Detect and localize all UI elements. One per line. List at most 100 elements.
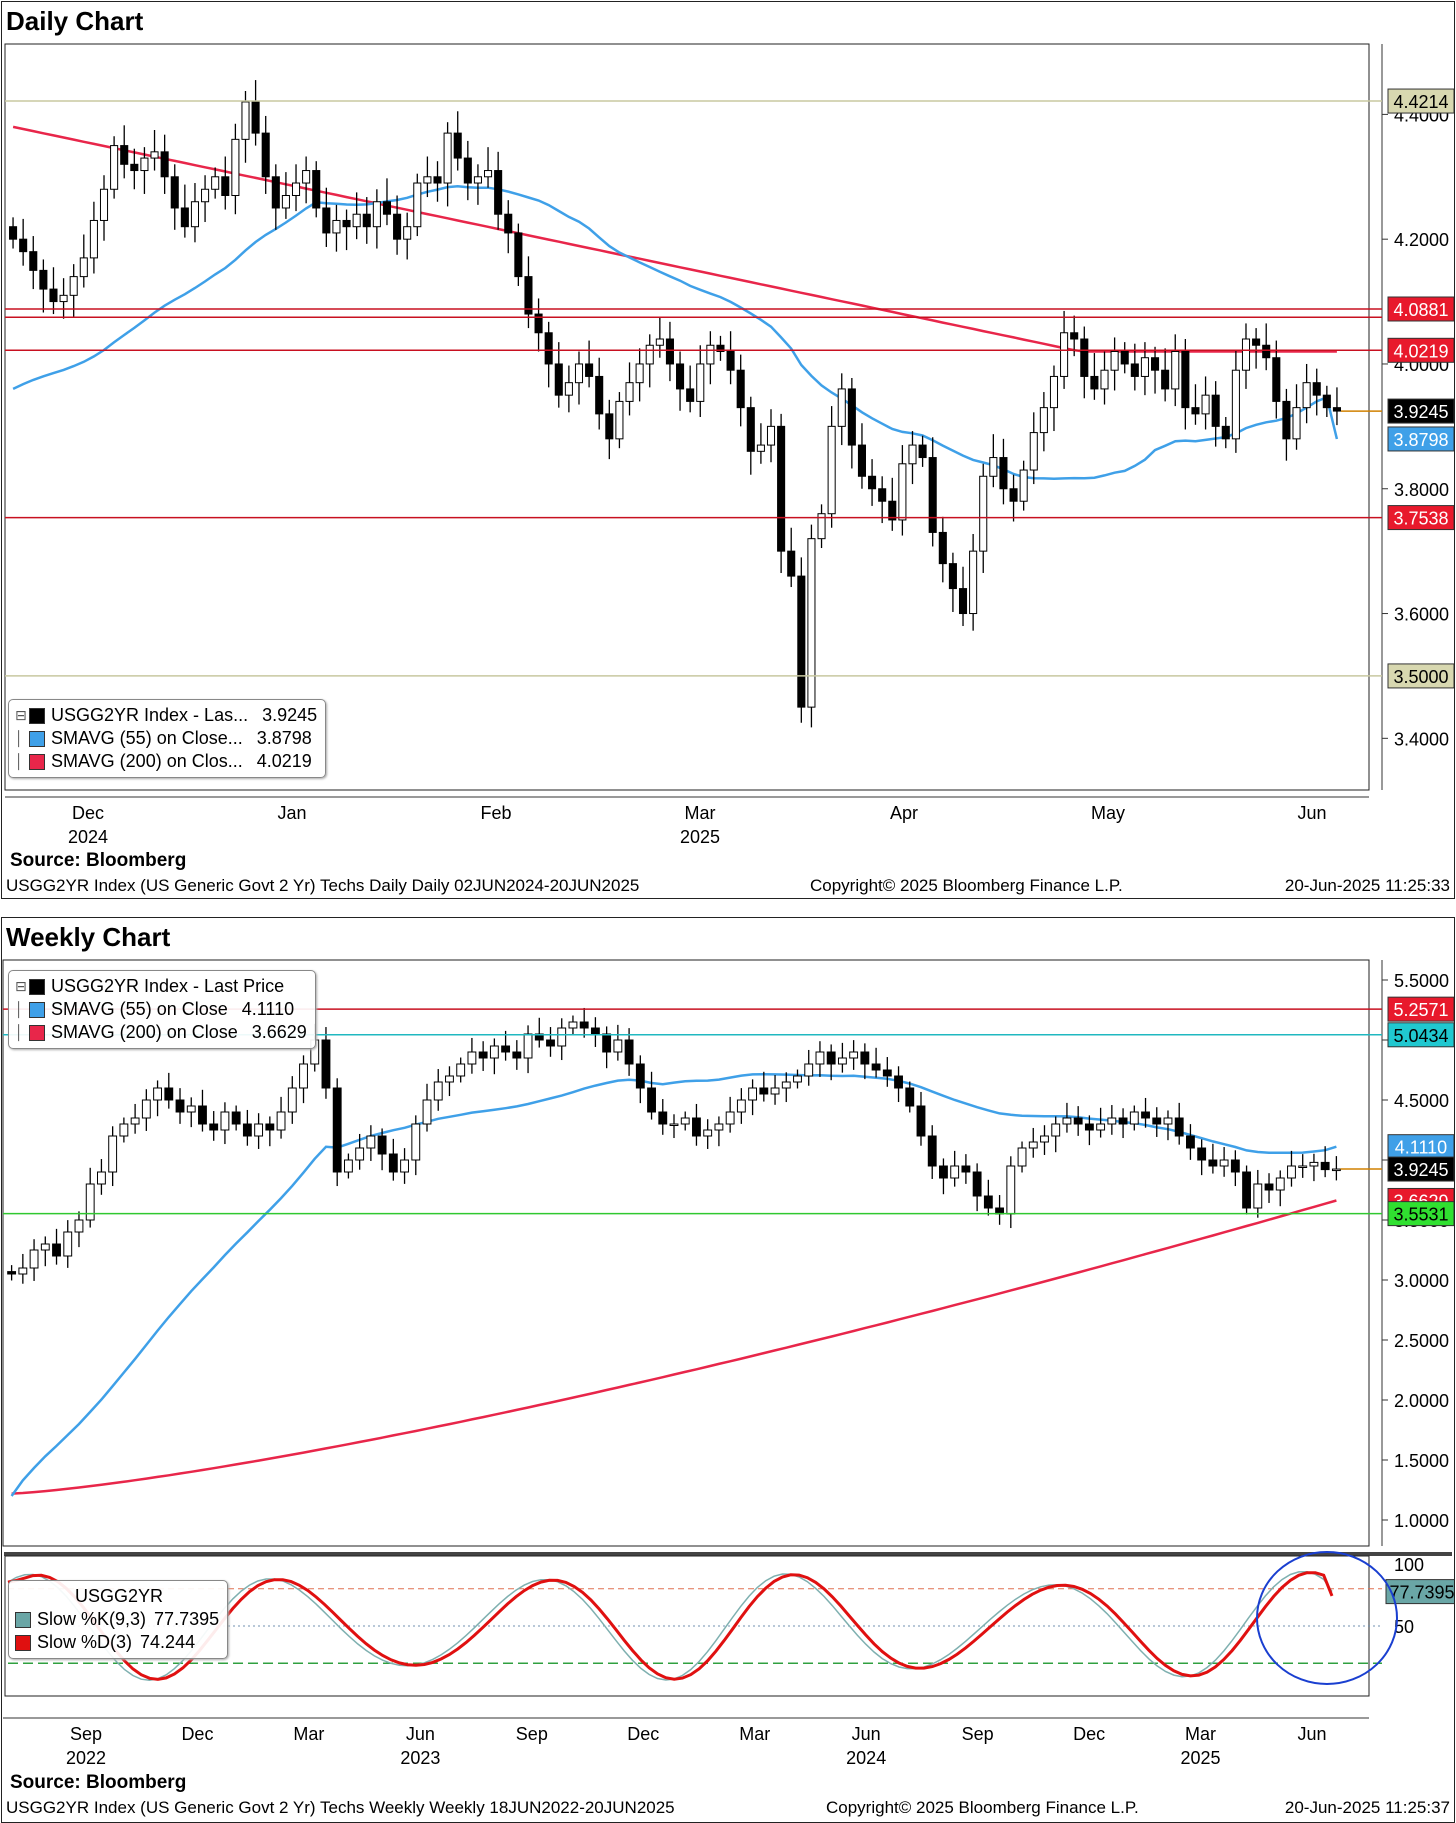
- candle-body: [29, 1249, 39, 1269]
- candle-body: [1331, 1168, 1341, 1172]
- candle-body: [625, 382, 634, 402]
- candle-body: [939, 1165, 948, 1179]
- x-tick-label: Jun: [1297, 1724, 1326, 1744]
- candle-body: [514, 232, 523, 278]
- candle-body: [120, 145, 129, 165]
- candle-body: [546, 1039, 555, 1047]
- legend-value: 3.8798: [256, 728, 312, 748]
- highlight-circle: [1256, 1551, 1398, 1685]
- candle-body: [972, 1171, 982, 1197]
- price-tag-label: 5.2571: [1393, 1000, 1448, 1020]
- price-tag-label: 3.5531: [1393, 1205, 1448, 1225]
- candle-body: [807, 538, 816, 708]
- candle-body: [251, 101, 260, 134]
- candle-body: [837, 1057, 847, 1065]
- candle-body: [1221, 425, 1230, 440]
- weekly-legend-row: │ SMAVG (55) on Close 4.1110: [15, 998, 307, 1021]
- candle-body: [170, 176, 179, 209]
- daily-chart-title: Daily Chart: [6, 6, 144, 36]
- candle-body: [928, 457, 937, 533]
- candle-body: [254, 1123, 264, 1137]
- price-tag: [1387, 996, 1454, 1022]
- candle-body: [1264, 1183, 1274, 1191]
- candle-body: [787, 550, 796, 577]
- candle-body: [579, 1021, 589, 1029]
- y-tick-label: 2.5000: [1394, 1331, 1449, 1351]
- candle-body: [826, 1051, 836, 1065]
- candle-body: [281, 195, 290, 209]
- candle-body: [554, 363, 563, 396]
- candle-body: [1208, 1159, 1218, 1167]
- candle-body: [1096, 1123, 1106, 1131]
- candle-body: [1292, 407, 1301, 440]
- legend-label: Slow %D(3): [37, 1632, 133, 1652]
- candle-body: [110, 145, 119, 190]
- candle-body: [868, 475, 877, 490]
- daily-source: Source: Bloomberg: [10, 850, 187, 871]
- candle-body: [898, 463, 907, 521]
- x-year-label: 2024: [68, 827, 108, 847]
- x-tick-label: Feb: [480, 803, 511, 823]
- candle-body: [19, 238, 28, 253]
- candle-body: [1129, 1111, 1139, 1125]
- candle-body: [190, 201, 199, 228]
- candle-body: [130, 163, 139, 172]
- x-year-label: 2024: [846, 1748, 886, 1768]
- candle-body: [400, 1159, 409, 1173]
- stochastic-legend-row: Slow %D(3) 74.244: [15, 1631, 219, 1654]
- candle-body: [726, 350, 735, 371]
- daily-legend-row: │ SMAVG (200) on Clos... 4.0219: [15, 750, 317, 773]
- candle-body: [894, 1075, 903, 1089]
- price-tag-label: 3.9245: [1393, 1160, 1448, 1180]
- tree-icon: │: [15, 1024, 24, 1040]
- legend-swatch: [29, 753, 45, 770]
- candle-body: [837, 388, 846, 427]
- candle-body: [590, 1027, 600, 1035]
- candle-body: [276, 1111, 286, 1131]
- candle-body: [413, 182, 422, 228]
- x-tick-label: Dec: [181, 1724, 213, 1744]
- weekly-source: Source: Bloomberg: [10, 1772, 187, 1793]
- legend-value: 77.7395: [154, 1609, 220, 1629]
- price-tag: [1387, 398, 1454, 424]
- candle-body: [1231, 369, 1240, 440]
- candle-body: [979, 475, 988, 552]
- candle-body: [1084, 1123, 1094, 1131]
- candle-body: [1287, 1165, 1296, 1179]
- candle-body: [512, 1051, 522, 1059]
- candle-body: [1186, 1135, 1195, 1149]
- candle-body: [714, 1123, 724, 1131]
- weekly-legend: ⊟ USGG2YR Index - Last Price │ SMAVG (55) o…: [8, 970, 316, 1049]
- candle-body: [79, 257, 88, 278]
- candle-body: [534, 1033, 544, 1041]
- candle-body: [1312, 382, 1321, 396]
- candle-body: [198, 1105, 207, 1125]
- x-year-label: 2025: [1181, 1748, 1221, 1768]
- candle-body: [39, 269, 48, 290]
- x-year-label: 2025: [680, 827, 720, 847]
- legend-value: 3.9245: [262, 705, 318, 725]
- candle-body: [1062, 1117, 1072, 1125]
- x-tick-label: Mar: [293, 1724, 324, 1744]
- candle-body: [1174, 1117, 1184, 1137]
- x-tick-label: Dec: [627, 1724, 659, 1744]
- daily-chart: 3.40003.60003.80004.00004.20004.4000Dec2…: [4, 43, 1454, 847]
- candle-body: [302, 170, 311, 184]
- candle-body: [748, 1087, 758, 1101]
- candle-body: [635, 363, 644, 384]
- candle-body: [312, 170, 321, 209]
- x-tick-label: Mar: [739, 1724, 770, 1744]
- candle-body: [322, 207, 331, 234]
- y-tick-label: 4.2000: [1394, 230, 1449, 250]
- candle-body: [746, 407, 755, 452]
- candle-body: [1080, 338, 1089, 377]
- candle-body: [1262, 344, 1271, 359]
- candle-body: [847, 388, 856, 446]
- x-tick-label: Jun: [1297, 803, 1326, 823]
- price-tag-label: 3.8798: [1393, 430, 1448, 450]
- daily-legend: ⊟ USGG2YR Index - Las... 3.9245 │ SMAVG (55)…: [8, 699, 327, 778]
- candle-body: [484, 170, 493, 178]
- candle-body: [153, 1087, 162, 1101]
- price-tag: [1387, 88, 1454, 114]
- candle-body: [1181, 350, 1190, 409]
